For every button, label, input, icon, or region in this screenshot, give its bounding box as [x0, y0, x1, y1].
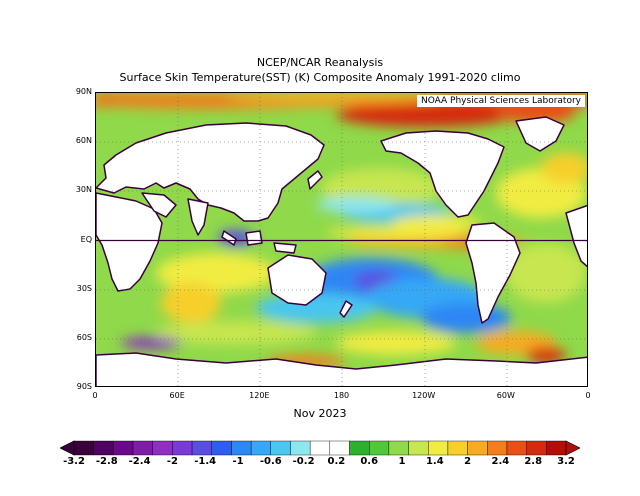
lat-label: 30S: [76, 283, 92, 293]
colorbar-label: 0.2: [327, 456, 346, 467]
colorbar-label: -2.4: [128, 456, 151, 467]
colorbar-label: -0.6: [259, 456, 282, 467]
colorbar-swatch: [231, 440, 252, 456]
japan-island: [307, 170, 323, 190]
colorbar-label: -2.8: [95, 456, 118, 467]
anomaly-blobs: [96, 93, 587, 367]
date-label: Nov 2023: [293, 407, 347, 420]
colorbar-label: -0.2: [292, 456, 315, 467]
sst-anomaly-map: NOAA Physical Sciences Laboratory: [95, 92, 588, 387]
lat-label: 30N: [75, 185, 92, 195]
colorbar-label: 2.8: [524, 456, 543, 467]
colorbar-label: -1.4: [194, 456, 217, 467]
lon-label: 120E: [249, 391, 270, 400]
colorbar-label: 2.4: [491, 456, 510, 467]
map-subtitle: Surface Skin Temperature(SST) (K) Compos…: [119, 71, 521, 84]
lon-label: 180: [333, 391, 350, 400]
colorbar-swatch: [152, 440, 173, 456]
north-america-landmass: [380, 130, 505, 218]
colorbar-label: -2: [166, 456, 178, 467]
colorbar-swatch: [467, 440, 488, 456]
lon-label: 60W: [496, 391, 515, 400]
colorbar-swatch: [487, 440, 508, 456]
colorbar-swatch: [526, 440, 547, 456]
colorbar-swatch: [270, 440, 291, 456]
eurasia-landmass: [96, 122, 325, 222]
lat-label: 90S: [76, 382, 92, 391]
colorbar-swatch: [172, 440, 193, 456]
colorbar-label: -1: [232, 456, 244, 467]
colorbar-swatch: [506, 440, 527, 456]
lat-label: 90N: [75, 87, 92, 96]
sumatra-island: [221, 230, 237, 246]
lat-label: 60N: [75, 136, 92, 146]
colorbar-swatch: [388, 440, 409, 456]
lon-label: 0: [92, 391, 98, 400]
south-america-landmass: [465, 222, 521, 324]
colorbar-swatch: [290, 440, 311, 456]
map-title: NCEP/NCAR Reanalysis: [256, 56, 384, 69]
colorbar-label: 2: [464, 456, 472, 467]
credit-label: NOAA Physical Sciences Laboratory: [416, 95, 585, 107]
colorbar-swatch: [309, 440, 331, 456]
colorbar-swatch: [329, 440, 350, 456]
arabia-landmass: [141, 192, 177, 218]
colorbar-label: 0.6: [360, 456, 379, 467]
colorbar-swatch: [428, 440, 449, 456]
colorbar-label: 3.2: [557, 456, 575, 467]
colorbar-label: 1.4: [425, 456, 444, 467]
australia-landmass: [267, 254, 327, 306]
colorbar-swatch: [349, 440, 370, 456]
colorbar-swatch: [132, 440, 153, 456]
africa-landmass: [96, 192, 163, 292]
colorbar: [60, 440, 580, 456]
colorbar-swatch: [211, 440, 232, 456]
continents: [96, 116, 587, 386]
colorbar-swatch: [113, 440, 134, 456]
colorbar-arrow-high: [565, 440, 580, 456]
africa-east-wrap: [565, 204, 587, 268]
colorbar-swatch: [447, 440, 468, 456]
colorbar-swatch: [250, 440, 271, 456]
lat-label: EQ: [80, 234, 92, 244]
colorbar-label: -3.2: [63, 456, 85, 467]
colorbar-swatch: [93, 440, 114, 456]
new-guinea-island: [273, 242, 297, 254]
colorbar-swatch: [546, 440, 567, 456]
colorbar-swatch: [369, 440, 390, 456]
lon-label: 60E: [169, 391, 185, 400]
colorbar-swatch: [73, 440, 94, 456]
india-landmass: [187, 198, 209, 236]
colorbar-swatch: [408, 440, 429, 456]
borneo-island: [245, 230, 263, 246]
lat-label: 60S: [76, 332, 92, 342]
antarctica-landmass: [96, 352, 587, 386]
lon-label: 120W: [412, 391, 436, 400]
lon-label: 0: [585, 391, 591, 400]
colorbar-label: 1: [398, 456, 406, 467]
colorbar-arrow-low: [60, 440, 75, 456]
greenland-landmass: [515, 116, 565, 152]
colorbar-swatch: [191, 440, 212, 456]
